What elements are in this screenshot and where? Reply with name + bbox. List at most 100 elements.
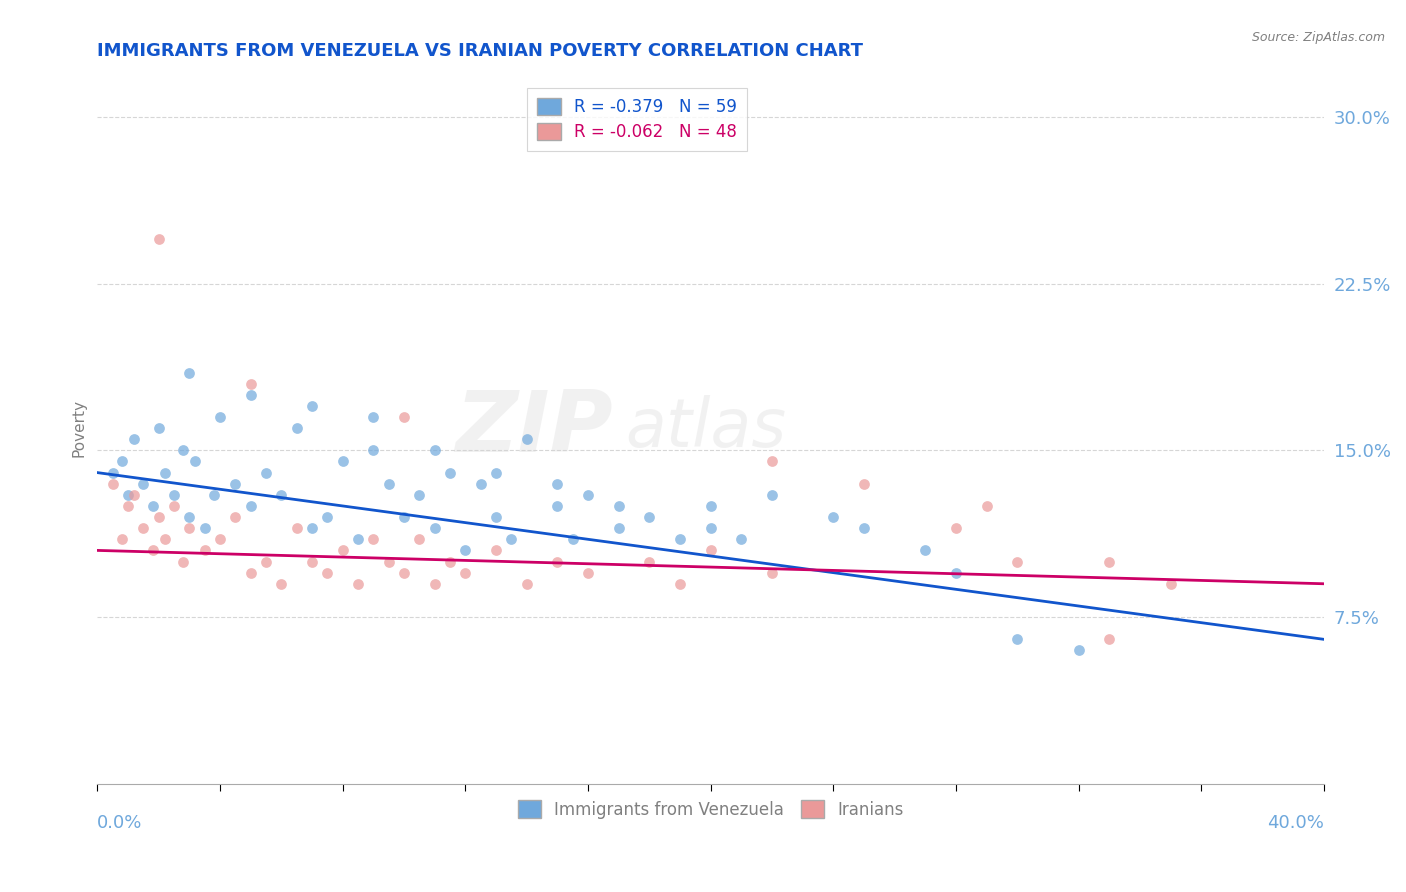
Point xyxy=(576,488,599,502)
Text: atlas: atlas xyxy=(624,395,786,461)
Point xyxy=(470,476,492,491)
Point xyxy=(392,510,415,524)
Point xyxy=(363,533,385,547)
Point xyxy=(332,454,354,468)
Point xyxy=(202,488,225,502)
Point xyxy=(914,543,936,558)
Point xyxy=(239,376,262,391)
Point xyxy=(148,510,170,524)
Point xyxy=(976,499,998,513)
Point xyxy=(439,555,461,569)
Point xyxy=(172,443,194,458)
Point xyxy=(332,543,354,558)
Point xyxy=(761,566,783,580)
Point xyxy=(699,521,721,535)
Point xyxy=(347,533,370,547)
Point xyxy=(546,499,568,513)
Point xyxy=(423,576,446,591)
Point xyxy=(254,555,277,569)
Point xyxy=(316,566,339,580)
Point xyxy=(392,410,415,425)
Point xyxy=(377,476,399,491)
Point xyxy=(945,521,967,535)
Point xyxy=(1160,576,1182,591)
Point xyxy=(669,533,692,547)
Point xyxy=(761,454,783,468)
Point xyxy=(301,521,323,535)
Point xyxy=(101,466,124,480)
Point xyxy=(454,566,477,580)
Point xyxy=(561,533,583,547)
Point xyxy=(184,454,207,468)
Point xyxy=(239,566,262,580)
Text: 40.0%: 40.0% xyxy=(1267,814,1324,832)
Legend: Immigrants from Venezuela, Iranians: Immigrants from Venezuela, Iranians xyxy=(510,794,911,825)
Point xyxy=(392,566,415,580)
Text: 0.0%: 0.0% xyxy=(97,814,143,832)
Point xyxy=(501,533,523,547)
Point xyxy=(546,476,568,491)
Point xyxy=(408,488,430,502)
Point xyxy=(117,488,139,502)
Point xyxy=(1098,632,1121,647)
Point xyxy=(761,488,783,502)
Point xyxy=(270,576,292,591)
Point xyxy=(148,232,170,246)
Point xyxy=(239,499,262,513)
Point xyxy=(699,543,721,558)
Point xyxy=(423,521,446,535)
Text: IMMIGRANTS FROM VENEZUELA VS IRANIAN POVERTY CORRELATION CHART: IMMIGRANTS FROM VENEZUELA VS IRANIAN POV… xyxy=(97,42,863,60)
Point xyxy=(270,488,292,502)
Point xyxy=(208,533,231,547)
Point xyxy=(852,521,875,535)
Point xyxy=(377,555,399,569)
Point xyxy=(172,555,194,569)
Text: Source: ZipAtlas.com: Source: ZipAtlas.com xyxy=(1251,31,1385,45)
Point xyxy=(1007,555,1029,569)
Point xyxy=(485,543,508,558)
Point xyxy=(163,499,186,513)
Point xyxy=(699,499,721,513)
Point xyxy=(285,521,308,535)
Point xyxy=(423,443,446,458)
Point xyxy=(194,543,217,558)
Point xyxy=(485,510,508,524)
Point xyxy=(239,388,262,402)
Y-axis label: Poverty: Poverty xyxy=(72,399,86,457)
Point xyxy=(363,410,385,425)
Point xyxy=(852,476,875,491)
Point xyxy=(516,576,538,591)
Point xyxy=(132,476,155,491)
Point xyxy=(122,488,145,502)
Point xyxy=(1067,643,1090,657)
Point xyxy=(224,510,246,524)
Point xyxy=(194,521,217,535)
Point xyxy=(101,476,124,491)
Point xyxy=(638,510,661,524)
Point xyxy=(153,533,176,547)
Point xyxy=(148,421,170,435)
Point xyxy=(141,499,163,513)
Point xyxy=(363,443,385,458)
Point xyxy=(945,566,967,580)
Point xyxy=(607,499,630,513)
Point xyxy=(285,421,308,435)
Point xyxy=(132,521,155,535)
Point xyxy=(301,555,323,569)
Point xyxy=(316,510,339,524)
Point xyxy=(485,466,508,480)
Point xyxy=(301,399,323,413)
Point xyxy=(1007,632,1029,647)
Point xyxy=(1098,555,1121,569)
Point xyxy=(122,432,145,446)
Point xyxy=(546,555,568,569)
Point xyxy=(117,499,139,513)
Point xyxy=(179,366,201,380)
Point xyxy=(163,488,186,502)
Point xyxy=(179,510,201,524)
Point xyxy=(179,521,201,535)
Point xyxy=(607,521,630,535)
Point xyxy=(347,576,370,591)
Point xyxy=(823,510,845,524)
Point xyxy=(111,533,134,547)
